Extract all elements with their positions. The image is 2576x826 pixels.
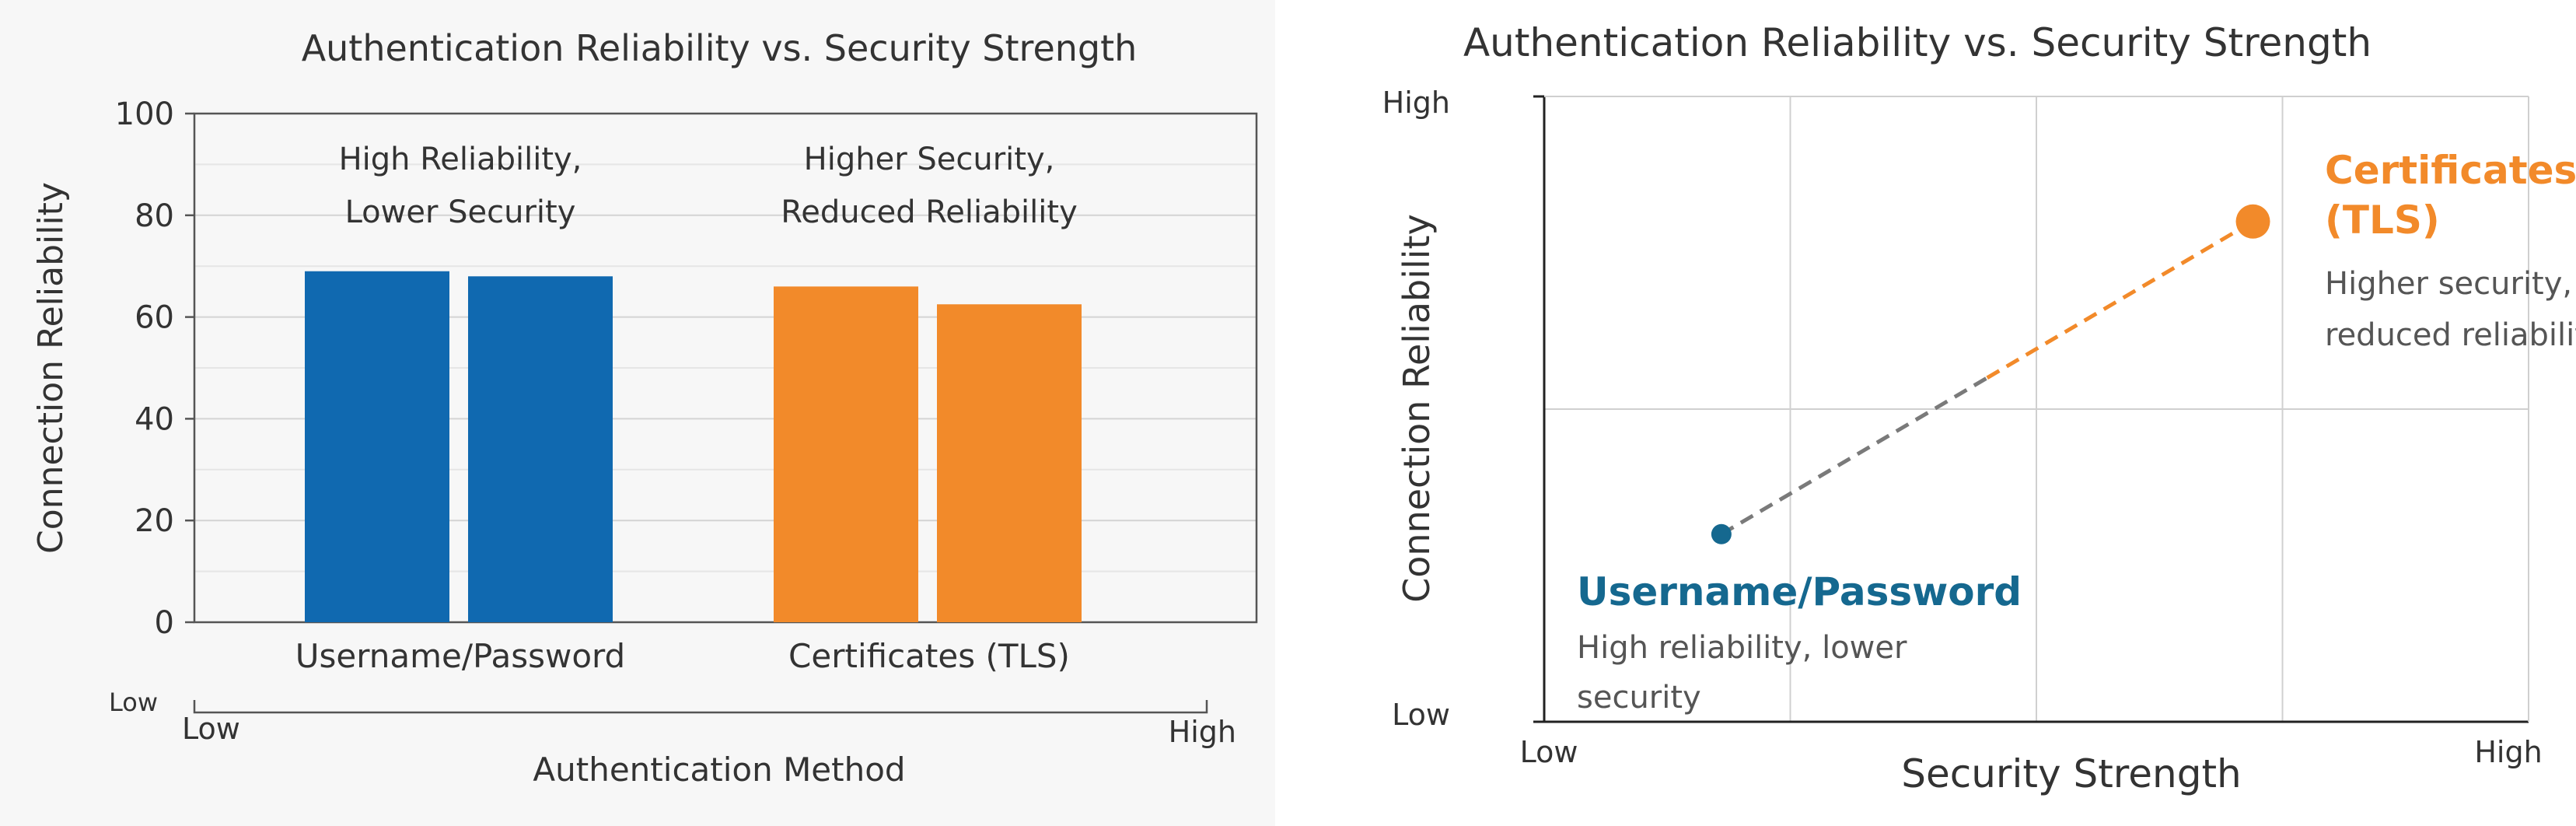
scatter-point-description: security <box>1577 680 1701 716</box>
bar-chart-title: Authentication Reliability vs. Security … <box>302 27 1138 69</box>
bar-annotation: Reduced Reliability <box>781 194 1077 230</box>
scatter-x-tick-high: High <box>2474 735 2542 769</box>
bar-category-label: Username/Password <box>295 637 625 675</box>
bar-y-tick-label: 60 <box>135 300 174 336</box>
secondary-axis-high: High <box>1169 715 1236 749</box>
bar-y-tick-label: 40 <box>135 401 174 437</box>
bar <box>305 271 449 622</box>
secondary-axis-low-left: Low <box>109 688 158 717</box>
scatter-point-label: Certificates <box>2325 148 2576 193</box>
scatter-x-tick-low: Low <box>1520 735 1578 769</box>
bar-chart-panel: Authentication Reliability vs. Security … <box>0 0 1275 826</box>
bar-y-tick-label: 80 <box>135 198 174 234</box>
scatter-y-axis-label: Connection Reliability <box>1396 214 1438 603</box>
bar-annotation: Lower Security <box>345 194 576 230</box>
scatter-point-label: Username/Password <box>1577 569 2022 614</box>
bar-y-tick-label: 0 <box>155 605 174 641</box>
scatter-trend-line-gray <box>1720 376 1988 536</box>
bar-category-label: Certificates (TLS) <box>788 637 1070 675</box>
scatter-x-axis-label: Security Strength <box>1901 751 2242 796</box>
secondary-axis-bracket <box>193 700 1208 714</box>
scatter-point-description: High reliability, lower <box>1577 630 1907 666</box>
bar-chart: Authentication Reliability vs. Security … <box>31 27 1258 789</box>
scatter-chart: Authentication Reliability vs. Security … <box>1382 20 2576 796</box>
bar-plot-frame <box>193 112 1258 624</box>
bar-y-tick-label: 20 <box>135 503 174 539</box>
scatter-y-tick-high: High <box>1382 86 1450 120</box>
bar <box>774 286 918 622</box>
scatter-point-username-password <box>1711 523 1732 544</box>
scatter-y-tick-low: Low <box>1392 698 1450 732</box>
bar-x-axis-label: Authentication Method <box>533 751 905 789</box>
bar-annotation: High Reliability, <box>339 142 582 177</box>
bar <box>468 276 613 622</box>
scatter-chart-title: Authentication Reliability vs. Security … <box>1463 20 2372 65</box>
bar-annotation: Higher Security, <box>804 142 1055 177</box>
scatter-point-label: (TLS) <box>2325 198 2440 243</box>
scatter-chart-panel: Authentication Reliability vs. Security … <box>1275 0 2576 826</box>
bar <box>937 304 1082 622</box>
bar-y-tick-label: 100 <box>115 96 174 132</box>
scatter-point-certificates <box>2235 204 2270 239</box>
scatter-point-description: reduced reliability <box>2325 317 2576 353</box>
scatter-trend-line-orange <box>1986 219 2254 380</box>
scatter-point-description: Higher security, <box>2325 266 2572 302</box>
secondary-axis-low: Low <box>182 712 240 746</box>
bar-y-axis-label: Connection Reliability <box>31 182 71 554</box>
